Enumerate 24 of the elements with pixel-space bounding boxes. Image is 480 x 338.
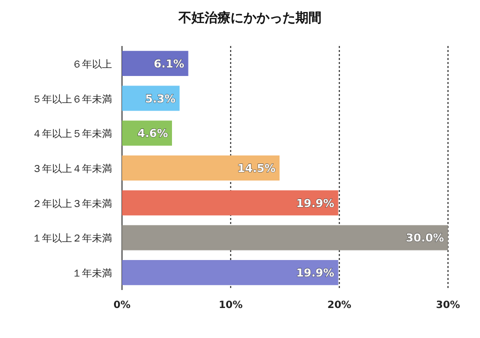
bar bbox=[122, 190, 338, 216]
data-label: 5.3% bbox=[145, 92, 176, 106]
bar bbox=[122, 225, 448, 250]
y-tick-label: １年以上２年未満 bbox=[32, 232, 112, 245]
y-tick-label: ２年以上３年未満 bbox=[32, 198, 112, 210]
y-tick-label: ３年以上４年未満 bbox=[32, 163, 112, 175]
data-label: 6.1% bbox=[154, 57, 184, 70]
y-tick-label: ６年以上 bbox=[72, 58, 112, 70]
data-label: 19.9% bbox=[296, 196, 334, 210]
data-label: 4.6% bbox=[137, 127, 168, 140]
x-tick-label: 20% bbox=[327, 300, 352, 311]
x-tick-label: 0% bbox=[114, 300, 130, 311]
bar bbox=[122, 260, 338, 286]
bar bbox=[122, 155, 280, 181]
data-label: 14.5% bbox=[237, 162, 276, 175]
y-tick-label: ５年以上６年未満 bbox=[32, 93, 112, 106]
data-label: 19.9% bbox=[296, 266, 334, 280]
x-tick-label: 10% bbox=[218, 300, 243, 311]
x-tick-label: 30% bbox=[436, 300, 460, 311]
data-label: 30.0% bbox=[406, 232, 444, 245]
y-tick-label: ４年以上５年未満 bbox=[32, 128, 112, 140]
y-tick-label: １年未満 bbox=[72, 268, 112, 280]
bar bbox=[122, 50, 188, 76]
chart-title: 不妊治療にかかった期間 bbox=[178, 10, 322, 26]
